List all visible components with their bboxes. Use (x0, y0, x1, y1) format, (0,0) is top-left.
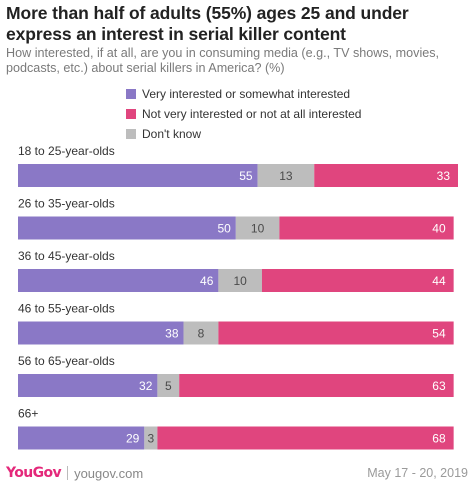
bar-don-t-know-1 (235, 216, 280, 240)
bar-very-interested-or-somewhat-interested-2 (18, 269, 219, 292)
category-label-36-to-45-year-olds: 36 to 45-year-olds (18, 249, 115, 263)
yougov-logo: YouGov (6, 465, 62, 481)
data-label-don-t-know-3: 8 (198, 327, 205, 341)
data-label-don-t-know-1: 10 (251, 222, 265, 236)
data-label-very-interested-or-somewhat-interested-5: 29 (126, 432, 140, 446)
bar-not-very-interested-or-not-at-all-interested-1 (279, 216, 454, 240)
footer-dates: May 17 - 20, 2019 (367, 466, 468, 480)
data-label-very-interested-or-somewhat-interested-4: 32 (139, 379, 153, 393)
bar-not-very-interested-or-not-at-all-interested-0 (314, 164, 458, 187)
data-label-very-interested-or-somewhat-interested-2: 46 (200, 274, 214, 288)
bar-very-interested-or-somewhat-interested-0 (18, 164, 258, 187)
bar-don-t-know-2 (218, 269, 262, 292)
legend: Very interested or somewhat interested N… (126, 84, 361, 144)
category-label-66: 66+ (18, 407, 38, 421)
footer: YouGov yougov.com May 17 - 20, 2019 (6, 462, 468, 484)
legend-label-not-interested: Not very interested or not at all intere… (142, 107, 362, 121)
bar-not-very-interested-or-not-at-all-interested-2 (261, 269, 454, 292)
data-label-not-very-interested-or-not-at-all-interested-0: 33 (437, 169, 451, 183)
bar-very-interested-or-somewhat-interested-4 (18, 374, 158, 397)
legend-item-not-interested: Not very interested or not at all intere… (126, 104, 361, 124)
bar-don-t-know-3 (183, 321, 219, 345)
legend-swatch-not-interested (126, 109, 136, 119)
legend-label-interested: Very interested or somewhat interested (142, 87, 351, 101)
footer-divider (67, 466, 69, 480)
bar-very-interested-or-somewhat-interested-5 (18, 426, 145, 450)
legend-item-dont-know: Don't know (126, 124, 361, 144)
category-label-18-to-25-year-olds: 18 to 25-year-olds (18, 144, 115, 158)
data-label-don-t-know-2: 10 (233, 274, 247, 288)
stacked-bar-chart: 18 to 25-year-olds 55 13 33 26 to 35-year-ol… (18, 144, 458, 450)
bar-not-very-interested-or-not-at-all-interested-5 (157, 426, 454, 450)
data-label-not-very-interested-or-not-at-all-interested-2: 44 (432, 274, 446, 288)
bar-don-t-know-0 (257, 164, 315, 187)
data-label-very-interested-or-somewhat-interested-0: 55 (239, 169, 253, 183)
chart-title: More than half of adults (55%) ages 25 a… (6, 3, 409, 44)
bar-very-interested-or-somewhat-interested-3 (18, 321, 184, 345)
data-label-don-t-know-0: 13 (279, 169, 293, 183)
chart-subtitle: How interested, if at all, are you in co… (6, 46, 440, 75)
category-label-26-to-35-year-olds: 26 to 35-year-olds (18, 197, 115, 211)
data-label-not-very-interested-or-not-at-all-interested-4: 63 (432, 379, 446, 393)
footer-site: yougov.com (74, 465, 144, 481)
data-label-don-t-know-5: 3 (148, 432, 155, 446)
bar-don-t-know-5 (144, 426, 158, 450)
data-label-very-interested-or-somewhat-interested-3: 38 (165, 327, 179, 341)
category-label-46-to-55-year-olds: 46 to 55-year-olds (18, 302, 115, 316)
data-label-not-very-interested-or-not-at-all-interested-1: 40 (432, 222, 446, 236)
legend-item-interested: Very interested or somewhat interested (126, 84, 361, 104)
legend-swatch-dont-know (126, 129, 136, 139)
bar-don-t-know-4 (157, 374, 180, 397)
category-label-56-to-65-year-olds: 56 to 65-year-olds (18, 354, 115, 368)
bar-not-very-interested-or-not-at-all-interested-3 (218, 321, 454, 345)
legend-swatch-interested (126, 89, 136, 99)
data-label-don-t-know-4: 5 (165, 379, 172, 393)
bar-very-interested-or-somewhat-interested-1 (18, 216, 236, 240)
data-label-not-very-interested-or-not-at-all-interested-5: 68 (432, 432, 446, 446)
data-label-very-interested-or-somewhat-interested-1: 50 (217, 222, 231, 236)
bar-not-very-interested-or-not-at-all-interested-4 (179, 374, 454, 397)
data-label-not-very-interested-or-not-at-all-interested-3: 54 (432, 327, 446, 341)
legend-label-dont-know: Don't know (142, 127, 201, 141)
